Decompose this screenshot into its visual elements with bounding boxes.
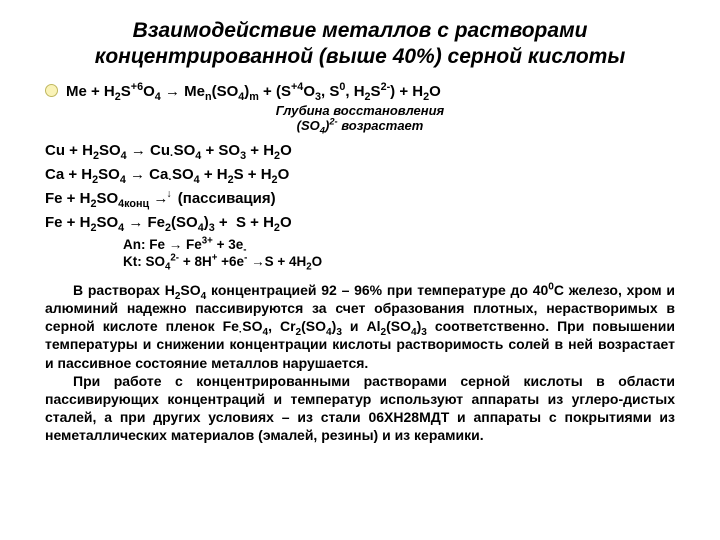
bullet-icon bbox=[45, 84, 58, 97]
eq-fe: Fe + H2SO4 → Fe2(SO4)3 + S + H2O bbox=[45, 212, 675, 233]
paragraph-2: При работе с концентрированными раствора… bbox=[45, 372, 675, 445]
general-equation: Me + H2S+6O4 → Men(SO4)m + (S+4O3, S0, H… bbox=[45, 83, 675, 100]
eq-cu: Cu + H2SO4 → Cu·SO4 + SO3 + H2O bbox=[45, 140, 675, 161]
half-reactions: An: Fe → Fe3+ + 3e-Kt: SO42- + 8H+ +6e- … bbox=[45, 236, 675, 271]
slide-title: Взаимодействие металлов с растворами кон… bbox=[45, 18, 675, 71]
paragraph-1: В растворах H2SO4 концентрацией 92 – 96%… bbox=[45, 281, 675, 372]
eq-fe-pass: Fe + H2SO4конц → (пассивация) bbox=[45, 188, 675, 209]
eq-ca: Ca + H2SO4 → Ca·SO4 + H2S + H2O bbox=[45, 164, 675, 185]
equation-subtitle: Глубина восстановления(SO4)2- возрастает bbox=[45, 103, 675, 134]
